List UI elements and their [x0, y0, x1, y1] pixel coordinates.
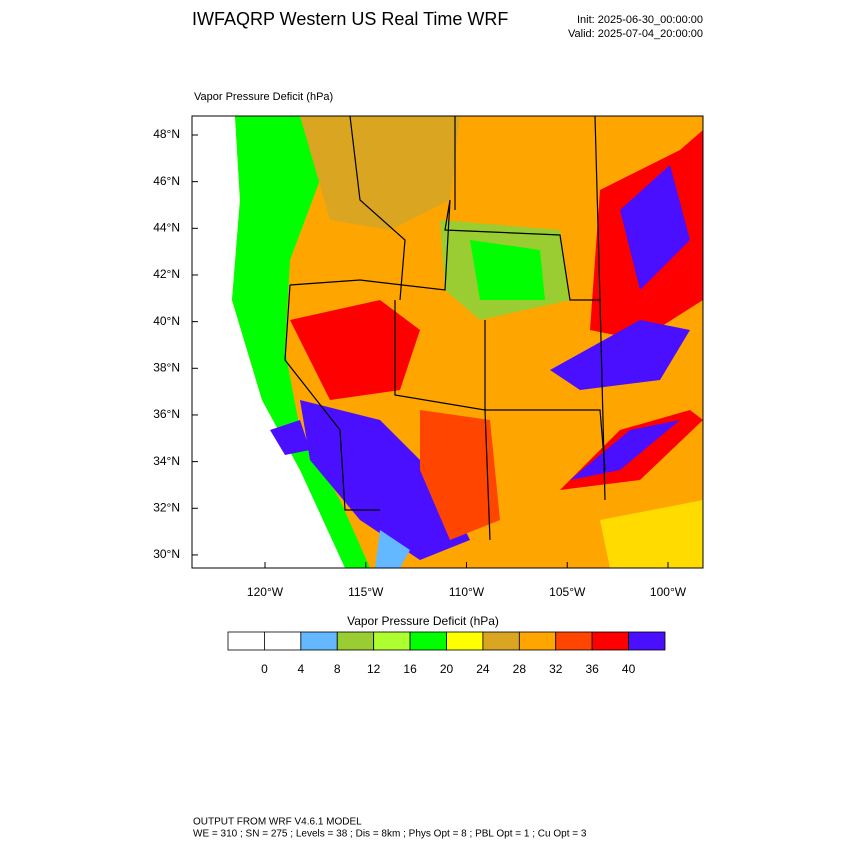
lat-tick-label: 44°N — [153, 220, 180, 234]
footer-line: OUTPUT FROM WRF V4.6.1 MODEL — [193, 817, 362, 828]
colorbar-box — [409, 631, 447, 651]
colorbar-label: 0 — [261, 662, 268, 676]
lat-tick-label: 32°N — [153, 500, 180, 514]
footer-line: WE = 310 ; SN = 275 ; Levels = 38 ; Dis … — [193, 829, 587, 840]
colorbar-label: 20 — [440, 662, 454, 676]
lat-tick-label: 38°N — [153, 360, 180, 374]
colorbar-box — [518, 631, 557, 651]
colorbar-label: 24 — [476, 662, 490, 676]
colorbar-box — [555, 631, 593, 651]
colorbar-label: 12 — [367, 662, 381, 676]
init-time: Init: 2025-06-30_00:00:00 — [577, 14, 703, 26]
map-frame — [191, 115, 704, 569]
colorbar-box — [227, 631, 265, 651]
lat-tick-label: 46°N — [153, 174, 180, 188]
lon-tick-label: 115°W — [348, 585, 384, 599]
colorbar-label: 4 — [297, 662, 304, 676]
map-field — [192, 116, 703, 568]
lat-tick-label: 42°N — [153, 267, 180, 281]
colorbar-label: 40 — [622, 662, 636, 676]
lon-tick-label: 105°W — [549, 585, 586, 599]
lat-tick-label: 30°N — [153, 547, 180, 561]
colorbar-label: 32 — [549, 662, 563, 676]
colorbar-box — [446, 631, 484, 651]
colorbar-label: 16 — [403, 662, 417, 676]
colorbar-box — [300, 631, 338, 651]
lon-tick-label: 100°W — [650, 585, 687, 599]
colorbar-label: 8 — [334, 662, 341, 676]
page-title: IWFAQRP Western US Real Time WRF — [192, 9, 508, 29]
colorbar-label: 28 — [513, 662, 527, 676]
valid-time: Valid: 2025-07-04_20:00:00 — [568, 28, 703, 40]
lat-tick-label: 34°N — [153, 454, 180, 468]
lat-tick-label: 40°N — [153, 314, 180, 328]
colorbar-title: Vapor Pressure Deficit (hPa) — [347, 614, 499, 628]
colorbar-box — [482, 631, 520, 651]
lat-tick-label: 48°N — [153, 127, 180, 141]
colorbar-box — [591, 631, 629, 651]
colorbar-box — [373, 631, 411, 651]
lon-tick-label: 120°W — [247, 585, 284, 599]
colorbar-box — [628, 631, 666, 651]
colorbar-box — [336, 631, 375, 651]
map-title: Vapor Pressure Deficit (hPa) — [194, 91, 333, 103]
colorbar-label: 36 — [585, 662, 599, 676]
lon-tick-label: 110°W — [449, 585, 485, 599]
lat-tick-label: 36°N — [153, 407, 180, 421]
colorbar-box — [264, 631, 302, 651]
